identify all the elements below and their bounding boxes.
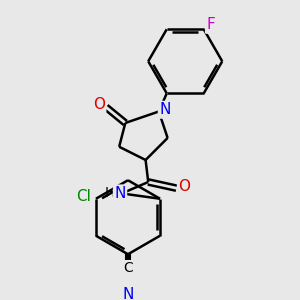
- Text: N: N: [122, 287, 134, 300]
- Text: F: F: [206, 17, 215, 32]
- Text: Cl: Cl: [76, 190, 91, 205]
- Text: O: O: [178, 179, 190, 194]
- Text: C: C: [123, 261, 133, 275]
- Text: O: O: [93, 97, 105, 112]
- Text: N: N: [114, 186, 126, 201]
- Text: H: H: [104, 187, 115, 200]
- Text: N: N: [159, 102, 171, 117]
